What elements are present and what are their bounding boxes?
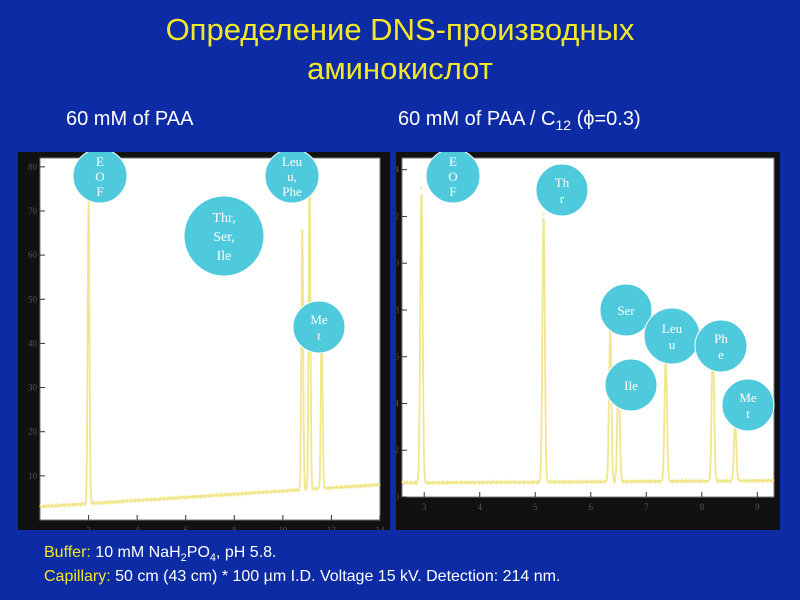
y-tick-label: 10 [396,258,400,268]
y-tick-label: 30 [28,383,38,393]
peak-label-bubble [292,300,346,354]
peak-thr-ser-ile-apex [301,245,304,248]
peak-thr-apex [542,212,545,216]
peak-label-text: Ile [217,249,232,264]
x-tick-label: 8 [700,502,705,512]
y-tick-label: 50 [28,294,38,304]
y-tick-label: 4 [396,398,400,408]
peak-label-bubble [535,163,589,217]
x-tick-label: 10 [278,525,288,530]
x-tick-label: 9 [755,502,760,512]
peak-label-bubble [643,307,701,365]
peak-eof-apex [420,187,423,190]
title-line-2: аминокислот [307,51,493,86]
peak-label-bubble [264,152,320,204]
peak-label-text: t [317,328,321,343]
x-tick-label: 2 [86,525,91,530]
peak-label-text: Ser [617,303,635,318]
peak-label-bubble [721,378,775,432]
x-tick-label: 8 [232,525,237,530]
peak-label-text: F [96,184,103,199]
peak-label-text: E [449,154,457,169]
peak-label-bubble [599,283,653,337]
x-tick-label: 5 [533,502,538,512]
y-tick-label: 6 [396,352,400,362]
y-tick-label: 60 [28,250,38,260]
x-tick-label: 4 [477,502,482,512]
buffer-text-b: PO [186,544,210,561]
footer-capillary: Capillary: 50 cm (43 cm) * 100 µm I.D. V… [44,568,560,586]
signal-trace [401,193,775,487]
peak-label-text: Phe [282,184,302,199]
x-tick-label: 3 [422,502,427,512]
right-subtitle-tail: (ϕ=0.3) [571,108,641,130]
right-subtitle-sub: 12 [555,117,572,133]
y-tick-label: 70 [28,206,38,216]
right-subtitle-main: 60 mM of PAA / C [398,108,556,130]
peak-label-text: u, [287,169,297,184]
peak-label-text: u [669,337,676,352]
y-tick-label: 0 [396,492,400,502]
title-line-1: Определение DNS-производных [165,12,635,47]
peak-label-text: O [95,169,104,184]
left-chart-subtitle: 60 mM of PAA [66,108,194,130]
x-tick-label: 6 [183,525,188,530]
peak-label-bubble [604,358,658,412]
signal-trace [39,171,381,510]
y-tick-label: 14 [396,165,400,175]
peak-label-text: Me [739,390,757,405]
y-tick-label: 40 [28,338,38,348]
buffer-text-a: 10 mM NaH [90,544,181,561]
peak-label-text: Leu [282,154,303,169]
y-tick-label: 12 [396,211,399,221]
y-tick-label: 8 [396,305,400,315]
right-chart-subtitle: 60 mM of PAA / C12 (ϕ=0.3) [398,108,641,133]
slide-title: Определение DNS-производных аминокислот [0,10,800,88]
buffer-sub-b: 4 [209,552,217,565]
peak-label-text: Ser, [213,230,235,245]
peak-label-text: Ph [714,331,728,346]
peak-label-text: E [96,154,104,169]
left-chart-svg: 10 20 30 40 50 60 70 80 2 4 6 8 10 12 14 EOF Thr, Ser, Ile… [28,152,386,530]
capillary-text: 50 cm (43 cm) * 100 µm I.D. Voltage 15 k… [110,568,561,585]
peak-label-text: t [746,406,750,421]
buffer-label: Buffer: [44,544,91,561]
y-tick-label: 20 [28,427,38,437]
x-tick-label: 14 [376,525,386,530]
x-tick-label: 12 [327,525,336,530]
y-tick-label: 10 [28,471,38,481]
peak-label-text: Ile [624,378,638,393]
peak-label-bubble [183,195,265,277]
peak-label-text: Th [555,175,570,190]
peak-label-bubble [72,152,128,204]
footer-buffer: Buffer: 10 mM NaH2PO4, pH 5.8. [44,544,277,564]
x-tick-label: 4 [135,525,140,530]
left-electropherogram: 10 20 30 40 50 60 70 80 2 4 6 8 10 12 14 E O F Thr, Ser, Ile… [18,152,390,530]
x-tick-label: 6 [589,502,594,512]
capillary-label: Capillary: [44,568,111,585]
peak-label-text: Thr, [212,211,235,226]
y-tick-label: 2 [396,445,399,455]
peak-label-bubble [425,152,481,204]
x-tick-label: 7 [644,502,649,512]
peak-label-text: O [448,169,457,184]
buffer-sub-a: 2 [180,552,187,565]
buffer-text-c: , pH 5.8. [216,544,277,561]
peak-label-bubble [694,319,748,373]
peak-label-text: e [718,347,724,362]
peak-label-text: F [449,184,456,199]
peak-label-text: Me [310,312,328,327]
y-tick-label: 80 [28,162,38,172]
peak-label-text: Leu [662,321,683,336]
peak-label-text: r [560,191,565,206]
